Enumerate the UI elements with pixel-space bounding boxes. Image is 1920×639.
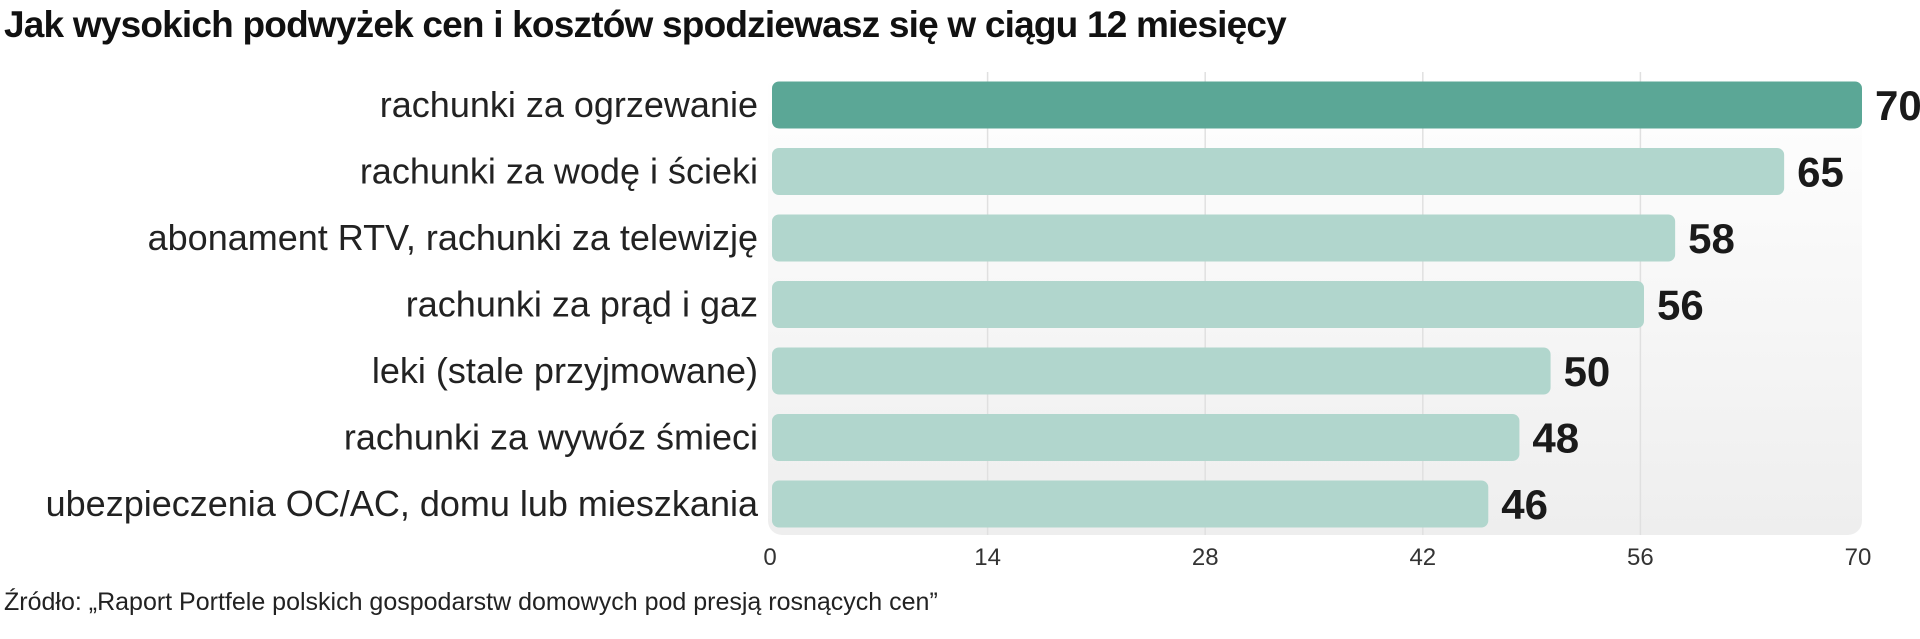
bar bbox=[772, 148, 1785, 195]
data-label: 58 bbox=[1688, 215, 1735, 262]
data-label: 56 bbox=[1657, 282, 1704, 329]
chart-title: Jak wysokich podwyżek cen i kosztów spod… bbox=[4, 4, 1287, 45]
bar bbox=[772, 281, 1644, 328]
source-note: Źródło: „Raport Portfele polskich gospod… bbox=[4, 588, 938, 616]
x-tick-label: 28 bbox=[1192, 544, 1219, 571]
x-tick-label: 42 bbox=[1409, 544, 1436, 571]
category-label: rachunki za wodę i ścieki bbox=[360, 151, 758, 192]
x-tick-label: 56 bbox=[1627, 544, 1654, 571]
data-label: 70 bbox=[1875, 82, 1920, 129]
data-label: 50 bbox=[1564, 348, 1611, 395]
bar bbox=[772, 347, 1551, 395]
category-label: rachunki za wywóz śmieci bbox=[344, 417, 758, 458]
category-label: abonament RTV, rachunki za telewizję bbox=[148, 217, 758, 258]
bar bbox=[772, 414, 1520, 461]
category-label: rachunki za ogrzewanie bbox=[380, 84, 758, 125]
bar bbox=[772, 214, 1676, 262]
x-tick-label: 14 bbox=[974, 544, 1001, 571]
data-label: 48 bbox=[1532, 415, 1579, 462]
x-tick-label: 0 bbox=[763, 544, 776, 571]
bar bbox=[772, 81, 1862, 129]
bar bbox=[772, 480, 1489, 528]
category-label: ubezpieczenia OC/AC, domu lub mieszkania bbox=[46, 483, 759, 524]
x-tick-label: 70 bbox=[1845, 544, 1872, 571]
category-label: rachunki za prąd i gaz bbox=[406, 284, 758, 325]
data-label: 65 bbox=[1797, 149, 1844, 196]
data-label: 46 bbox=[1501, 481, 1548, 528]
category-label: leki (stale przyjmowane) bbox=[372, 350, 758, 391]
